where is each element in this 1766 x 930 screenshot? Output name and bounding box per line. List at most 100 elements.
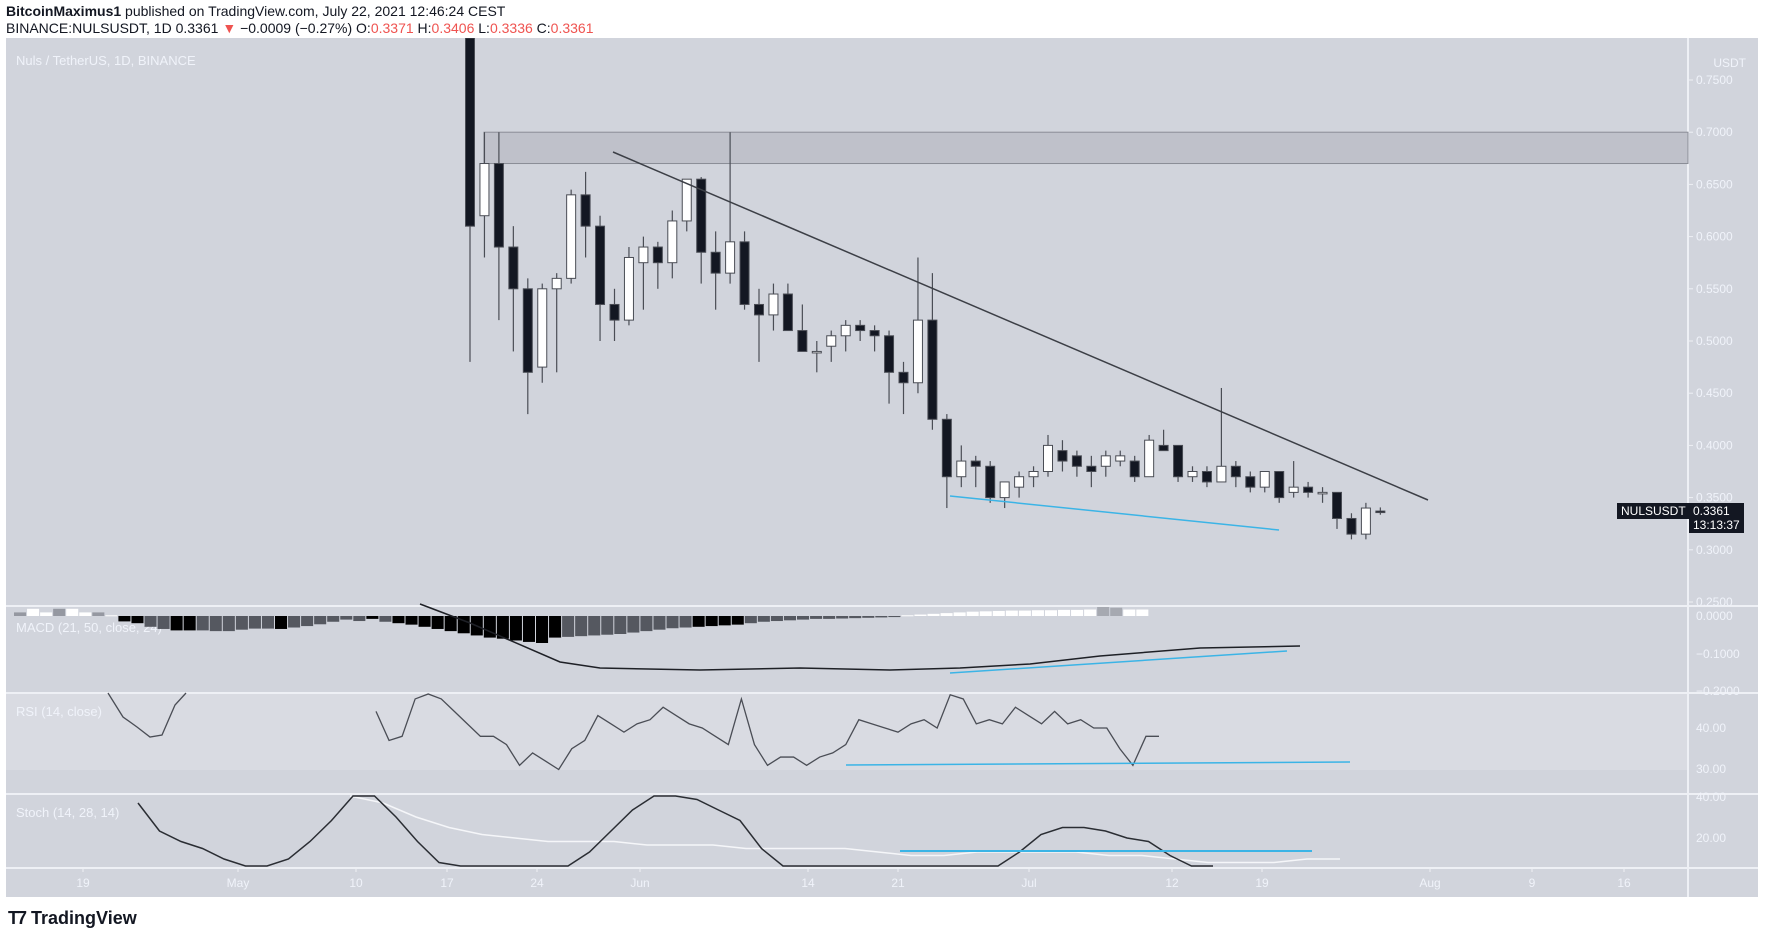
candle[interactable] bbox=[580, 194, 591, 227]
candle[interactable] bbox=[1360, 507, 1371, 535]
candle[interactable] bbox=[465, 38, 475, 227]
candle[interactable] bbox=[884, 335, 895, 373]
macd-divergence-line[interactable] bbox=[949, 650, 1288, 674]
candle[interactable] bbox=[1230, 465, 1241, 478]
chart-canvas[interactable]: USDT 0.7500 0.7000 0.6500 0.6000 0.5500 0.5000… bbox=[6, 38, 1758, 897]
candle[interactable] bbox=[638, 246, 649, 264]
candle[interactable] bbox=[1346, 517, 1357, 535]
macd-histogram-bar bbox=[979, 611, 992, 616]
candle[interactable] bbox=[667, 220, 678, 264]
candle[interactable] bbox=[623, 256, 634, 321]
candle[interactable] bbox=[725, 241, 736, 274]
candle[interactable] bbox=[797, 330, 808, 352]
candle[interactable] bbox=[1100, 455, 1111, 467]
macd-title: MACD (21, 50, close, 24) bbox=[16, 620, 162, 635]
candle[interactable] bbox=[1274, 471, 1285, 499]
price-axis-label: 0.5000 bbox=[1696, 334, 1733, 348]
date-axis-label: Jul bbox=[1021, 876, 1036, 890]
candle[interactable] bbox=[1129, 460, 1140, 478]
publisher-name[interactable]: BitcoinMaximus1 bbox=[6, 3, 122, 19]
candle[interactable] bbox=[1303, 486, 1314, 493]
candle[interactable] bbox=[1057, 450, 1068, 462]
macd-histogram-bar bbox=[575, 616, 588, 637]
macd-axis-label: 0.0000 bbox=[1696, 609, 1733, 623]
candle[interactable] bbox=[1187, 471, 1198, 478]
candle[interactable] bbox=[681, 178, 692, 222]
candle[interactable] bbox=[970, 460, 981, 467]
candle[interactable] bbox=[479, 163, 490, 217]
candle[interactable] bbox=[826, 335, 837, 347]
candle[interactable] bbox=[1216, 465, 1227, 483]
candle[interactable] bbox=[508, 246, 519, 290]
candle[interactable] bbox=[652, 246, 663, 264]
macd-histogram-bar bbox=[757, 616, 770, 622]
macd-histogram-bar bbox=[40, 612, 53, 616]
candle[interactable] bbox=[768, 293, 779, 316]
candle[interactable] bbox=[522, 288, 533, 373]
macd-line[interactable] bbox=[419, 603, 1301, 671]
descending-trendline[interactable] bbox=[612, 151, 1429, 501]
candle[interactable] bbox=[1028, 471, 1039, 478]
candle[interactable] bbox=[1288, 486, 1299, 493]
open-label: O: bbox=[356, 20, 371, 36]
candle[interactable] bbox=[927, 319, 938, 420]
candle[interactable] bbox=[754, 303, 764, 316]
candle[interactable] bbox=[1144, 439, 1155, 478]
macd-axis-label: −0.2000 bbox=[1696, 684, 1740, 698]
stoch-d-line[interactable] bbox=[349, 795, 1340, 864]
macd-histogram-bar bbox=[901, 615, 914, 617]
rsi-line[interactable] bbox=[375, 693, 1159, 771]
support-trendline[interactable] bbox=[949, 495, 1280, 531]
rsi-band bbox=[6, 693, 1688, 770]
tradingview-logo[interactable]: T7 TradingView bbox=[8, 908, 137, 929]
candle[interactable] bbox=[1158, 444, 1169, 452]
candle[interactable] bbox=[595, 225, 606, 305]
candle[interactable] bbox=[1245, 476, 1256, 488]
price-change: −0.0009 (−0.27%) bbox=[240, 20, 353, 36]
macd-histogram-bar bbox=[314, 616, 327, 625]
candle[interactable] bbox=[1014, 476, 1025, 488]
candle[interactable] bbox=[855, 324, 866, 332]
candle[interactable] bbox=[1201, 471, 1212, 483]
macd-histogram-bar bbox=[327, 616, 340, 622]
candle[interactable] bbox=[782, 293, 793, 332]
candle[interactable] bbox=[985, 465, 996, 499]
candle[interactable] bbox=[840, 324, 851, 337]
candle[interactable] bbox=[999, 481, 1010, 499]
candle[interactable] bbox=[1115, 455, 1126, 462]
candle[interactable] bbox=[551, 277, 562, 290]
price-axis-label: 0.4000 bbox=[1696, 438, 1733, 452]
macd-histogram-bar bbox=[692, 616, 705, 627]
candle[interactable] bbox=[1375, 510, 1386, 514]
macd-histogram-bar bbox=[797, 616, 810, 620]
candle[interactable] bbox=[941, 418, 952, 478]
candle[interactable] bbox=[1317, 491, 1328, 495]
candle[interactable] bbox=[898, 371, 909, 384]
candle[interactable] bbox=[1173, 444, 1184, 478]
candle[interactable] bbox=[869, 330, 880, 337]
candle[interactable] bbox=[537, 288, 548, 368]
rsi-support-line[interactable] bbox=[845, 761, 1351, 766]
candle[interactable] bbox=[493, 163, 504, 248]
macd-histogram-bar bbox=[927, 613, 940, 616]
stoch-k-line[interactable] bbox=[137, 795, 1213, 867]
macd-histogram-bar bbox=[1097, 607, 1110, 616]
candle[interactable] bbox=[1332, 491, 1342, 519]
macd-histogram-bar bbox=[731, 616, 744, 625]
candle[interactable] bbox=[811, 350, 822, 354]
chart-frame[interactable]: USDT 0.7500 0.7000 0.6500 0.6000 0.5500 0.5000… bbox=[6, 38, 1758, 897]
candle[interactable] bbox=[696, 178, 707, 253]
resistance-zone[interactable] bbox=[483, 131, 1689, 165]
open-value: 0.3371 bbox=[370, 20, 414, 36]
candle[interactable] bbox=[566, 194, 577, 279]
candle[interactable] bbox=[1071, 455, 1082, 467]
candle[interactable] bbox=[956, 460, 967, 478]
candle[interactable] bbox=[912, 319, 923, 384]
candle[interactable] bbox=[609, 303, 620, 321]
candle[interactable] bbox=[1086, 465, 1097, 472]
candle[interactable] bbox=[1259, 471, 1270, 488]
candle[interactable] bbox=[710, 251, 721, 274]
macd-histogram-bar bbox=[1071, 609, 1084, 616]
candle[interactable] bbox=[1043, 444, 1053, 472]
candle[interactable] bbox=[739, 241, 750, 305]
